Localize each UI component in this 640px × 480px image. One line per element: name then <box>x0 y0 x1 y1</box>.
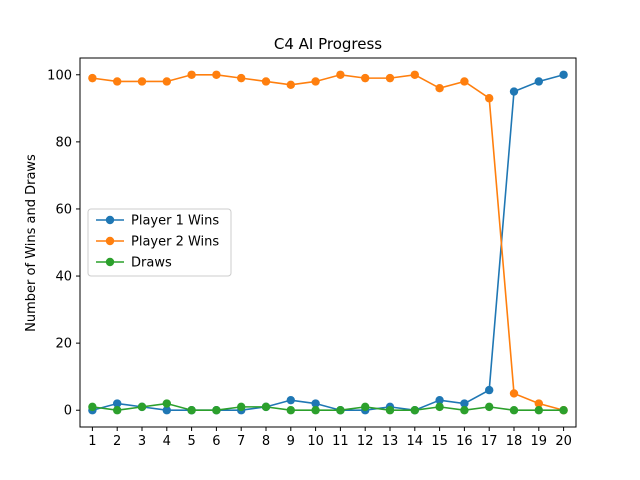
data-point <box>485 402 494 412</box>
data-point <box>237 402 246 412</box>
data-point <box>509 87 519 96</box>
legend-label: Draws <box>131 256 172 271</box>
x-tick-label: 14 <box>407 434 424 449</box>
data-point <box>460 406 469 415</box>
data-point <box>113 399 122 408</box>
legend-marker <box>105 236 115 246</box>
x-tick-label: 5 <box>187 434 195 449</box>
legend-label: Player 2 Wins <box>131 235 219 250</box>
data-point <box>286 395 295 405</box>
x-tick-label: 4 <box>163 434 171 449</box>
y-tick-label: 100 <box>47 68 72 83</box>
data-point <box>460 77 469 86</box>
data-point <box>162 406 171 415</box>
data-point <box>460 399 469 408</box>
x-tick-label: 13 <box>382 434 399 449</box>
data-point <box>410 70 419 79</box>
data-point <box>311 77 320 86</box>
x-tick-label: 18 <box>506 434 523 449</box>
y-tick-label: 60 <box>55 202 72 217</box>
x-tick-label: 19 <box>531 434 548 449</box>
data-point <box>212 70 221 79</box>
legend-marker <box>105 257 115 267</box>
legend: Player 1 Wins Player 2 Wins Draws <box>87 208 232 277</box>
x-tick-label: 15 <box>431 434 448 449</box>
data-point <box>286 406 295 415</box>
data-point <box>187 406 196 415</box>
data-point <box>559 70 568 79</box>
x-tick-label: 1 <box>88 434 96 449</box>
chart-title: C4 AI Progress <box>274 35 382 53</box>
data-point <box>187 70 196 79</box>
data-point <box>336 70 345 79</box>
data-point <box>361 402 370 412</box>
series-line-2 <box>92 73 564 412</box>
data-point <box>385 73 395 83</box>
data-point <box>286 80 295 90</box>
y-tick-label: 20 <box>55 337 72 352</box>
data-point <box>237 73 246 83</box>
data-point <box>485 94 494 103</box>
data-point <box>137 402 147 412</box>
data-point <box>509 406 519 415</box>
x-tick-label: 16 <box>456 434 473 449</box>
y-axis-label: Number of Wins and Draws <box>24 154 39 332</box>
x-tick-label: 2 <box>113 434 121 449</box>
legend-label: Player 1 Wins <box>131 214 219 229</box>
x-tick-label: 10 <box>307 434 324 449</box>
data-point <box>113 77 122 86</box>
data-point <box>113 406 122 415</box>
data-point <box>534 399 543 408</box>
legend-box <box>87 208 232 277</box>
data-point <box>435 83 444 93</box>
x-tick-label: 8 <box>262 434 270 449</box>
y-tick-label: 40 <box>55 270 72 285</box>
data-point <box>88 402 97 412</box>
data-point <box>137 77 147 86</box>
x-tick-label: 20 <box>555 434 572 449</box>
data-point <box>162 399 171 408</box>
x-tick-label: 7 <box>237 434 245 449</box>
x-tick-label: 9 <box>287 434 295 449</box>
data-point <box>261 77 271 86</box>
x-tick-label: 3 <box>138 434 146 449</box>
legend-marker <box>105 215 115 225</box>
data-point <box>534 406 543 415</box>
data-point <box>509 389 519 398</box>
x-tick-label: 12 <box>357 434 374 449</box>
y-tick-label: 0 <box>64 404 72 419</box>
data-point <box>435 402 444 412</box>
data-point <box>435 395 444 405</box>
data-point <box>311 399 320 408</box>
data-point <box>311 406 320 415</box>
data-point <box>212 406 221 415</box>
x-tick-label: 6 <box>212 434 220 449</box>
data-point <box>534 77 543 86</box>
data-point <box>385 406 395 415</box>
plot-area: 1 2 3 4 5 6 7 8 9 10 11 12 13 14 15 16 17 18 19 20020406080… <box>47 57 577 449</box>
x-tick-label: 11 <box>332 434 349 449</box>
data-point <box>410 406 419 415</box>
data-point <box>162 77 171 86</box>
axes-frame <box>79 57 577 428</box>
data-point <box>261 402 271 412</box>
data-point <box>559 406 568 415</box>
x-tick-label: 17 <box>481 434 498 449</box>
data-point <box>88 73 97 83</box>
data-point <box>361 73 370 83</box>
y-tick-label: 80 <box>55 135 72 150</box>
data-point <box>336 406 345 415</box>
data-point <box>485 385 494 395</box>
